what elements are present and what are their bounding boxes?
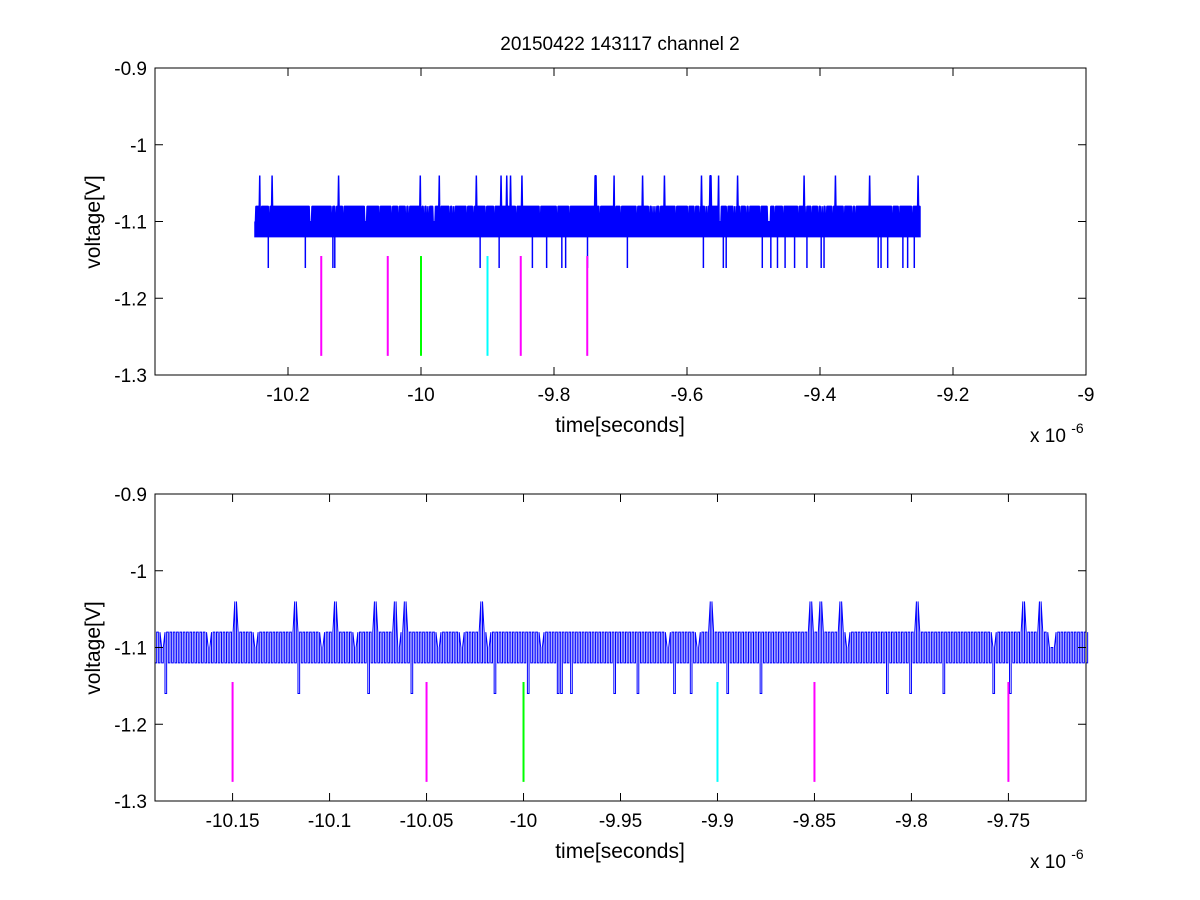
plot-top: -10.2 -10 -9.8 -9.6 -9.4 -9.2 -9 -0.9 -1 -1.1 -1.2… (82, 59, 1094, 447)
plot-bottom-ytick-label-1: -1 (130, 562, 147, 583)
plot-bottom-xlabel: time[seconds] (555, 840, 685, 863)
plot-bottom-ytick-label-0: -0.9 (114, 485, 147, 506)
plot-top-xtick-label-1: -10 (407, 385, 434, 406)
plot-bottom-xtick-label-0: -10.15 (206, 811, 260, 832)
plot-top-ytick-label-3: -1.2 (114, 289, 147, 310)
plot-bottom-xtick-label-4: -9.95 (599, 811, 642, 832)
plot-bottom-xtick-label-6: -9.85 (793, 811, 836, 832)
plot-top-xtick-label-6: -9 (1078, 385, 1095, 406)
plot-top-xtick-label-4: -9.4 (804, 385, 837, 406)
plot-top-x-multiplier-base: x 10 (1030, 426, 1066, 447)
plot-bottom-xtick-label-1: -10.1 (308, 811, 351, 832)
plot-top-ytick-label-4: -1.3 (114, 366, 147, 387)
plot-top-xtick-label-5: -9.2 (937, 385, 970, 406)
plot-bottom-xtick-label-8: -9.75 (987, 811, 1030, 832)
plot-bottom-ytick-label-2: -1.1 (114, 639, 147, 660)
plot-top-x-multiplier-exponent: -6 (1071, 420, 1084, 436)
plot-top-ticks: -10.2 -10 -9.8 -9.6 -9.4 -9.2 -9 -0.9 -1 -1.1 -1.2… (114, 59, 1094, 406)
plot-top-xtick-label-0: -10.2 (266, 385, 309, 406)
plot-bottom-ticks: -10.15 -10.1 -10.05 -10 -9.95 -9.9 -9.85 -9.8 -9… (114, 485, 1086, 832)
plot-top-xlabel: time[seconds] (555, 414, 685, 437)
plot-top-xtick-label-3: -9.6 (671, 385, 704, 406)
plot-top-signal-trace-0 (254, 174, 921, 269)
plot-bottom-ytick-label-4: -1.3 (114, 792, 147, 813)
plot-bottom-marks (154, 601, 1089, 782)
plot-bottom-xtick-label-3: -10 (510, 811, 537, 832)
plot-bottom-ylabel: voltage[V] (82, 601, 105, 694)
plot-bottom-ytick-label-3: -1.2 (114, 715, 147, 736)
plot-bottom-xtick-label-2: -10.05 (400, 811, 454, 832)
plot-top-ytick-label-2: -1.1 (114, 213, 147, 234)
plot-top-xtick-label-2: -9.8 (538, 385, 571, 406)
plot-bottom: -10.15 -10.1 -10.05 -10 -9.95 -9.9 -9.85 -9.8 -9… (82, 485, 1089, 873)
figure-title: 20150422 143117 channel 2 (500, 34, 740, 55)
plot-bottom-xtick-label-7: -9.8 (895, 811, 928, 832)
plot-top-ylabel: voltage[V] (82, 175, 105, 268)
plot-bottom-x-multiplier-exponent: -6 (1071, 846, 1084, 862)
plot-top-x-multiplier: x 10 -6 (1030, 420, 1084, 447)
plot-bottom-xtick-label-5: -9.9 (701, 811, 734, 832)
plot-top-ytick-label-0: -0.9 (114, 59, 147, 80)
plot-bottom-x-multiplier-base: x 10 (1030, 852, 1066, 873)
plot-bottom-x-multiplier: x 10 -6 (1030, 846, 1084, 873)
plot-top-marks (254, 174, 921, 356)
plot-top-ytick-label-1: -1 (130, 136, 147, 157)
plot-bottom-signal-trace-0 (154, 601, 1089, 695)
